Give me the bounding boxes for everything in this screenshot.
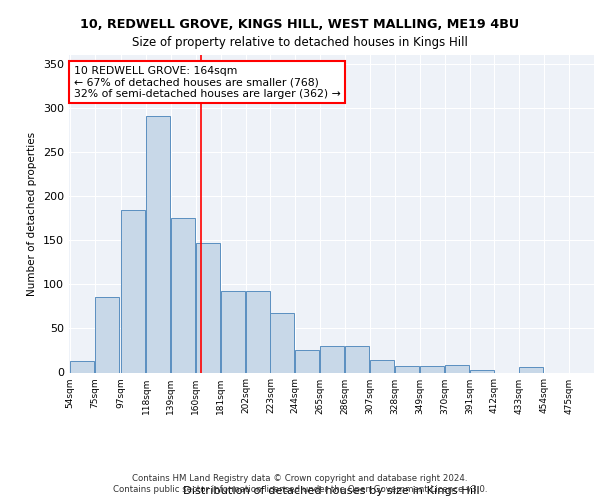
- Bar: [370, 360, 394, 372]
- Bar: [320, 346, 344, 372]
- Bar: [221, 292, 245, 372]
- Bar: [146, 116, 170, 372]
- Bar: [520, 367, 543, 372]
- Bar: [445, 364, 469, 372]
- Bar: [470, 370, 494, 372]
- Bar: [295, 350, 319, 372]
- Text: Size of property relative to detached houses in Kings Hill: Size of property relative to detached ho…: [132, 36, 468, 49]
- Bar: [395, 366, 419, 372]
- Bar: [95, 296, 119, 372]
- Text: Contains HM Land Registry data © Crown copyright and database right 2024.
Contai: Contains HM Land Registry data © Crown c…: [113, 474, 487, 494]
- X-axis label: Distribution of detached houses by size in Kings Hill: Distribution of detached houses by size …: [183, 486, 480, 496]
- Bar: [420, 366, 444, 372]
- Bar: [345, 346, 369, 372]
- Y-axis label: Number of detached properties: Number of detached properties: [28, 132, 37, 296]
- Bar: [171, 218, 195, 372]
- Bar: [121, 210, 145, 372]
- Bar: [70, 361, 94, 372]
- Bar: [271, 312, 295, 372]
- Bar: [196, 243, 220, 372]
- Bar: [245, 292, 269, 372]
- Text: 10 REDWELL GROVE: 164sqm
← 67% of detached houses are smaller (768)
32% of semi-: 10 REDWELL GROVE: 164sqm ← 67% of detach…: [74, 66, 340, 99]
- Text: 10, REDWELL GROVE, KINGS HILL, WEST MALLING, ME19 4BU: 10, REDWELL GROVE, KINGS HILL, WEST MALL…: [80, 18, 520, 30]
